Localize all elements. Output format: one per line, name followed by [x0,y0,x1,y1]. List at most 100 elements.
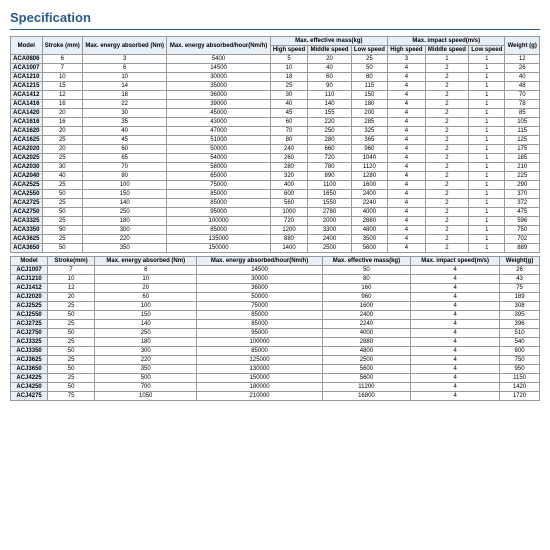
cell: 4 [388,244,426,253]
table-row: ACA20404080650003208901280421225 [11,172,540,181]
cell: 250 [308,127,351,136]
cell: 30 [42,163,82,172]
cell: 1280 [351,172,387,181]
cell: 1550 [308,199,351,208]
cell: 14500 [197,266,322,275]
cell: ACA0806 [11,55,43,64]
cell: 75 [48,392,95,401]
cell: 5 [270,55,308,64]
cell: 500 [95,374,197,383]
cell: ACA1616 [11,118,43,127]
cell: 4 [411,365,500,374]
table-row: ACJ20202060500009604189 [11,293,540,302]
cell: 180 [95,338,197,347]
cell: ACA3625 [11,235,43,244]
cell: 80 [270,136,308,145]
cell: ACA2020 [11,145,43,154]
table-row: ACA2020206050000240660960421175 [11,145,540,154]
cell: 960 [351,145,387,154]
cell: 1100 [308,181,351,190]
cell: ACJ1007 [11,266,48,275]
table-row: ACJ42757510502100001680041720 [11,392,540,401]
cell: 4 [411,338,500,347]
cell: 702 [505,235,540,244]
cell: 4 [388,199,426,208]
cell: 140 [82,199,166,208]
cell: ACJ1412 [11,284,48,293]
cell: 130000 [197,365,322,374]
cell: 660 [308,145,351,154]
table-row: ACA27505025095000100027804000421475 [11,208,540,217]
table-row: ACJ4250507001800001120041420 [11,383,540,392]
cell: 2 [425,244,468,253]
cell: ACA1007 [11,64,43,73]
cell: 6 [95,266,197,275]
cell: 10 [42,73,82,82]
cell: 4000 [351,208,387,217]
cell: 50 [42,226,82,235]
cell: 4 [411,275,500,284]
cell: 1200 [270,226,308,235]
cell: 58000 [167,163,270,172]
cell: 26 [505,64,540,73]
table-row: ACJ1007761450050426 [11,266,540,275]
cell: 65000 [167,172,270,181]
table-row: ACA14202030450004515520042185 [11,109,540,118]
table-row: ACA33252518010000072020002880421596 [11,217,540,226]
cell: 180 [351,100,387,109]
table-row: ACA33505030085000120033004800421750 [11,226,540,235]
cell: 20 [42,109,82,118]
cell: 800 [500,347,540,356]
cell: ACA2040 [11,172,43,181]
cell: 40 [308,64,351,73]
cell: 50 [42,208,82,217]
cell: 6 [82,64,166,73]
cell: 400 [270,181,308,190]
cell: ACJ2750 [11,329,48,338]
cell: 85000 [197,320,322,329]
table-row: ACA162020404700070250325421115 [11,127,540,136]
cell: 720 [308,154,351,163]
cell: ACA1620 [11,127,43,136]
cell: 1 [469,82,505,91]
cell: 25 [270,82,308,91]
cell: 4 [411,293,500,302]
h-hs2: High speed [388,46,426,55]
cell: 1 [469,100,505,109]
cell: ACA2025 [11,154,43,163]
cell: 30000 [167,73,270,82]
cell: 250 [82,208,166,217]
cell: 1 [469,145,505,154]
cell: 95000 [197,329,322,338]
cell: 4 [388,136,426,145]
cell: 47000 [167,127,270,136]
cell: 890 [308,172,351,181]
cell: 115 [505,127,540,136]
cell: 2 [425,64,468,73]
cell: 2 [425,127,468,136]
cell: 135000 [167,235,270,244]
cell: 2 [425,73,468,82]
cell: 43 [500,275,540,284]
cell: 1050 [95,392,197,401]
h-ms: Middle speed [308,46,351,55]
cell: 1420 [500,383,540,392]
cell: 35000 [167,82,270,91]
cell: 105 [505,118,540,127]
h2-weight: Weight(g) [500,257,540,266]
table-row: ACA365050350150000140025005600421889 [11,244,540,253]
cell: 300 [95,347,197,356]
cell: 39000 [167,100,270,109]
cell: 30000 [197,275,322,284]
cell: 300 [82,226,166,235]
cell: 1 [469,118,505,127]
cell: 20 [42,145,82,154]
table-row: ACA2525251007500040011001600421290 [11,181,540,190]
cell: 3500 [351,235,387,244]
cell: 1 [469,163,505,172]
cell: 25 [48,338,95,347]
cell: 40 [42,172,82,181]
cell: 2 [425,208,468,217]
cell: 220 [82,235,166,244]
cell: 4 [411,347,500,356]
